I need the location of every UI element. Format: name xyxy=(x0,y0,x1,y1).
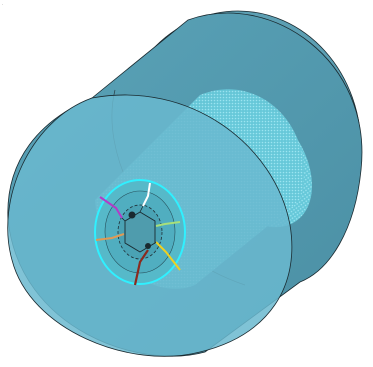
core-hole-bottom xyxy=(145,243,151,249)
spoke-left xyxy=(121,217,126,222)
orange-wire[interactable] xyxy=(95,233,125,241)
spoke-upper xyxy=(139,205,144,213)
yellow-wire[interactable] xyxy=(155,241,181,271)
purple-wire[interactable] xyxy=(99,196,123,219)
corner-marker: · xyxy=(2,2,4,7)
core-hole-top xyxy=(128,211,136,219)
red-wire[interactable] xyxy=(133,249,149,286)
front-ring-highlight[interactable] xyxy=(94,179,186,285)
light-green-wire[interactable] xyxy=(155,221,181,227)
white-wire[interactable] xyxy=(142,182,151,207)
spoke-lower-right xyxy=(154,241,157,244)
